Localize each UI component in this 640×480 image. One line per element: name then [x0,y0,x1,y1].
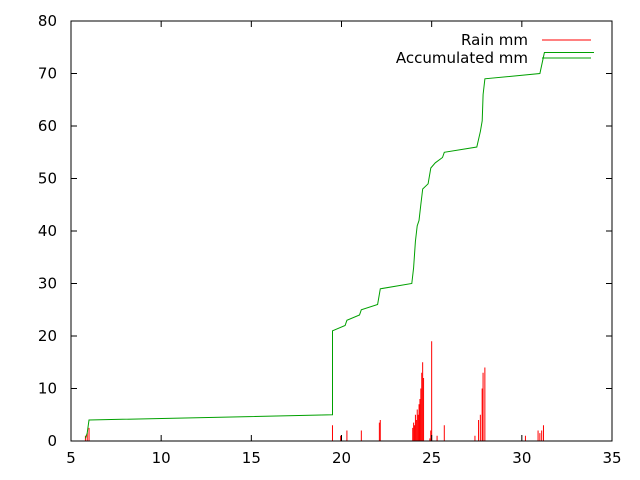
y-tick-label: 50 [38,170,57,188]
x-tick-label: 30 [512,449,531,467]
y-tick-label: 30 [38,275,57,293]
x-tick-label: 20 [332,449,351,467]
x-tick-label: 35 [602,449,621,467]
y-tick-label: 40 [38,222,57,240]
x-tick-label: 5 [66,449,76,467]
accumulated-line [84,52,594,439]
y-tick-label: 20 [38,327,57,345]
x-tick-label: 25 [422,449,441,467]
y-tick-label: 80 [38,12,57,30]
plot-area [84,52,594,441]
plot-frame [70,20,613,442]
y-tick-label: 70 [38,65,57,83]
y-tick-label: 0 [47,432,57,450]
y-tick-label: 60 [38,117,57,135]
legend-label: Accumulated mm [396,49,528,67]
legend-label: Rain mm [461,31,528,49]
axes: 5 10 15 20 25 30 35 0 10 20 30 40 50 60 70 80 [38,12,622,467]
x-tick-label: 15 [242,449,261,467]
x-tick-label: 10 [152,449,171,467]
y-tick-label: 10 [38,380,57,398]
